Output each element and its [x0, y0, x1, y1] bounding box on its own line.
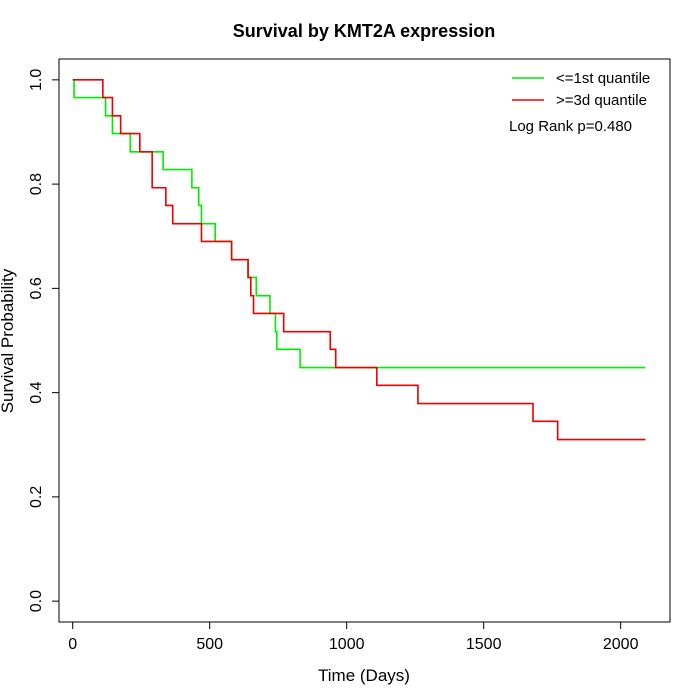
x-tick-label: 1500 — [466, 636, 502, 653]
y-tick-label: 0.4 — [28, 381, 45, 403]
y-tick-label: 0.8 — [28, 173, 45, 195]
y-tick-label: 0.2 — [28, 486, 45, 508]
x-tick-label: 500 — [196, 636, 223, 653]
chart-title: Survival by KMT2A expression — [233, 21, 495, 41]
x-axis: 0 500 1000 1500 2000 — [68, 621, 639, 653]
legend: <=1st quantile >=3d quantile — [512, 70, 650, 109]
y-tick-label: 0.6 — [28, 277, 45, 299]
legend-label-low: <=1st quantile — [556, 70, 650, 87]
legend-label-high: >=3d quantile — [556, 92, 647, 109]
x-tick-label: 0 — [68, 636, 77, 653]
y-axis-label: Survival Probability — [0, 268, 17, 413]
y-tick-label: 1.0 — [28, 69, 45, 91]
survival-curve-low-quantile — [72, 79, 646, 369]
survival-curve-high-quantile — [72, 79, 646, 441]
plot-frame — [58, 58, 671, 623]
x-tick-label: 2000 — [603, 636, 639, 653]
series-layer — [72, 79, 646, 441]
x-tick-label: 1000 — [329, 636, 365, 653]
y-tick-label: 0.0 — [28, 590, 45, 612]
log-rank-annotation: Log Rank p=0.480 — [509, 118, 632, 135]
y-axis: 0.0 0.2 0.4 0.6 0.8 1.0 — [28, 69, 60, 612]
x-axis-label: Time (Days) — [318, 666, 410, 685]
